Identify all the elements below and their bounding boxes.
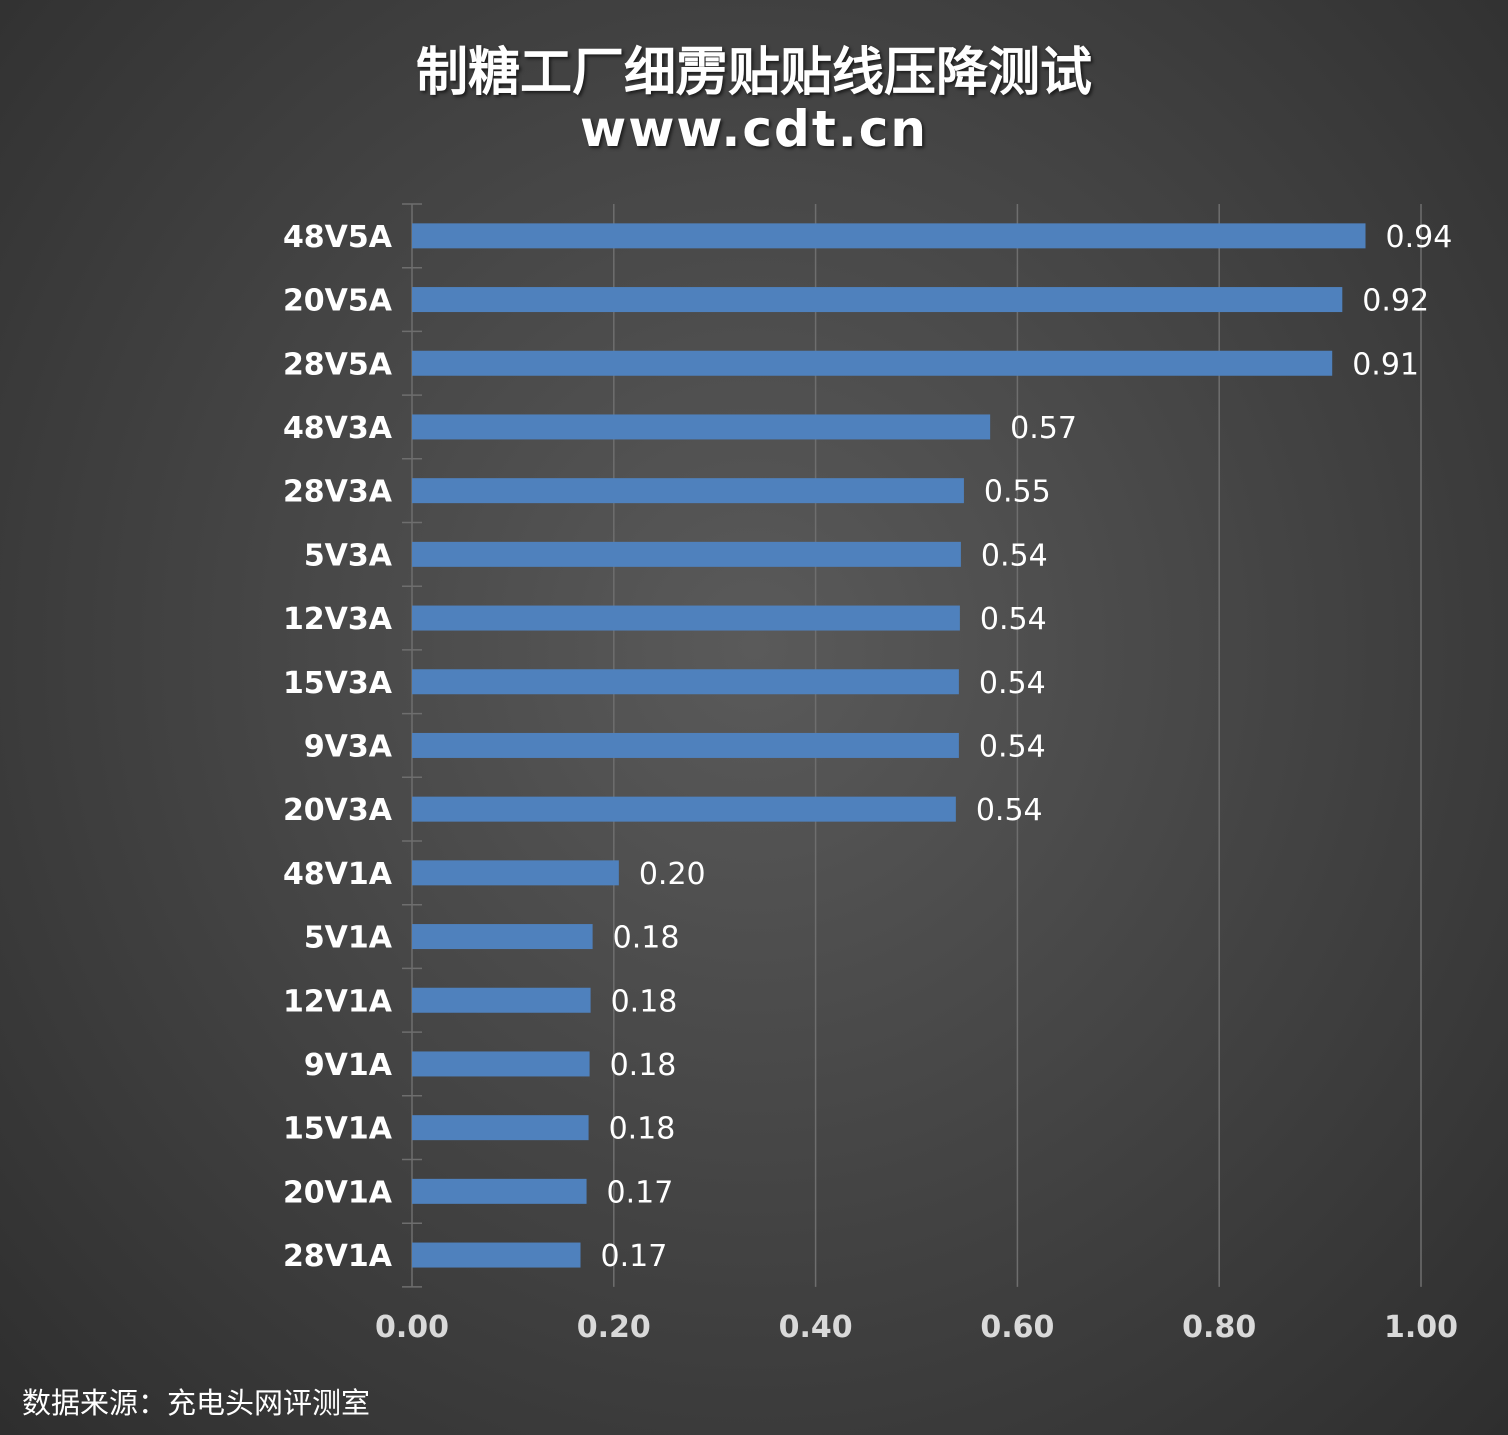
data-label: 0.57	[1010, 411, 1077, 446]
bar	[412, 669, 959, 695]
bar	[412, 732, 959, 758]
data-label: 0.91	[1352, 347, 1419, 382]
data-label: 0.54	[979, 729, 1046, 764]
bar	[412, 987, 591, 1013]
category-label: 9V1A	[304, 1048, 393, 1083]
bar	[412, 541, 961, 567]
chart-title: 制糖工厂细雳贴贴线压降测试	[415, 43, 1092, 103]
bars	[412, 223, 1366, 1268]
bar	[412, 414, 991, 440]
category-label: 20V5A	[283, 284, 393, 319]
bar	[412, 478, 964, 504]
category-label: 28V5A	[283, 347, 393, 382]
category-label: 48V1A	[283, 857, 393, 892]
bar	[412, 1242, 581, 1268]
bar	[412, 860, 619, 886]
data-label: 0.18	[609, 1112, 676, 1147]
data-label: 0.17	[601, 1239, 668, 1274]
data-source-note: 数据来源：充电头网评测室	[22, 1386, 371, 1420]
category-label: 12V3A	[283, 602, 393, 637]
bar	[412, 350, 1333, 376]
data-labels: 0.94 0.92 0.91 0.57 0.55 0.54 0.54 0.54 0.54 0.54…	[601, 220, 1453, 1274]
data-label: 0.17	[607, 1175, 674, 1210]
category-label: 5V3A	[304, 538, 393, 573]
category-label: 15V1A	[283, 1112, 393, 1147]
category-label: 5V1A	[304, 921, 393, 956]
category-label: 48V3A	[283, 411, 393, 446]
bar	[412, 287, 1343, 313]
bar	[412, 1178, 587, 1204]
x-tick-label: 0.80	[1182, 1310, 1256, 1345]
bar	[412, 924, 593, 950]
category-label: 12V1A	[283, 984, 393, 1019]
x-tick-label: 0.20	[577, 1310, 651, 1345]
data-label: 0.92	[1362, 284, 1429, 319]
data-label: 0.54	[976, 793, 1043, 828]
bar	[412, 796, 956, 822]
bar	[412, 1115, 589, 1141]
category-labels: 48V5A 20V5A 28V5A 48V3A 28V3A 5V3A 12V3A 15V3A 9…	[283, 220, 393, 1274]
category-label: 9V3A	[304, 729, 393, 764]
category-label: 20V3A	[283, 793, 393, 828]
data-label: 0.18	[613, 921, 680, 956]
category-label: 20V1A	[283, 1175, 393, 1210]
category-label: 48V5A	[283, 220, 393, 255]
bar	[412, 605, 960, 631]
data-label: 0.54	[980, 602, 1047, 637]
bar	[412, 223, 1366, 249]
x-tick-label: 1.00	[1384, 1310, 1458, 1345]
data-label: 0.55	[984, 475, 1051, 510]
data-label: 0.18	[610, 1048, 677, 1083]
x-tick-label: 0.60	[980, 1310, 1054, 1345]
bar	[412, 1051, 590, 1077]
data-label: 0.54	[979, 666, 1046, 701]
data-label: 0.18	[611, 984, 678, 1019]
category-label: 28V3A	[283, 475, 393, 510]
data-label: 0.94	[1386, 220, 1453, 255]
chart-subtitle: www.cdt.cn	[580, 100, 928, 158]
category-label: 28V1A	[283, 1239, 393, 1274]
x-tick-label: 0.40	[779, 1310, 853, 1345]
category-label: 15V3A	[283, 666, 393, 701]
x-tick-labels: 0.00 0.20 0.40 0.60 0.80 1.00	[375, 1310, 1458, 1345]
data-label: 0.20	[639, 857, 706, 892]
x-tick-label: 0.00	[375, 1310, 449, 1345]
data-label: 0.54	[981, 538, 1048, 573]
